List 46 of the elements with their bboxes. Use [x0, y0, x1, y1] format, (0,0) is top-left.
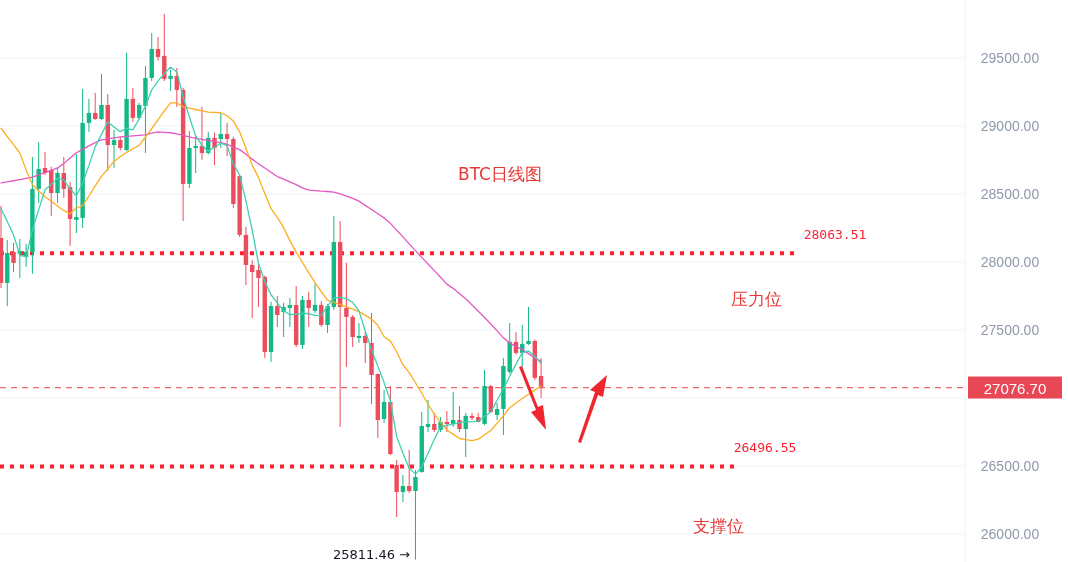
line-series	[0, 102, 542, 442]
y-tick-label: 28000.00	[980, 253, 1040, 270]
candlestick	[86, 98, 92, 133]
candlestick	[494, 402, 500, 421]
candlestick	[526, 306, 531, 346]
candlestick	[325, 303, 330, 334]
candlestick	[287, 297, 293, 328]
candlestick	[36, 141, 41, 204]
candlestick	[99, 73, 104, 121]
candlestick	[130, 87, 136, 123]
candlestick	[400, 474, 406, 503]
line-series	[0, 131, 542, 362]
annotation: 25811.46 →	[332, 547, 411, 562]
candlestick	[218, 112, 223, 149]
y-tick-label: 27500.00	[980, 321, 1040, 338]
candlestick	[425, 399, 431, 433]
candlestick	[55, 167, 60, 204]
candlestick	[306, 291, 311, 328]
text: 支撑位	[692, 516, 744, 536]
candlestick	[344, 262, 349, 368]
y-tick-label: 26500.00	[980, 457, 1040, 474]
annotation: BTC日线图	[458, 164, 542, 184]
candlestick	[224, 122, 230, 157]
candlestick	[256, 262, 261, 308]
y-tick-label: 26000.00	[980, 525, 1040, 542]
candlestick	[413, 469, 418, 561]
candlestick	[250, 259, 255, 319]
ref-line-label: 28063.51	[803, 227, 867, 243]
candlestick	[407, 449, 412, 494]
y-tick-label: 29500.00	[980, 49, 1040, 66]
candlestick	[381, 389, 387, 424]
candlestick	[312, 283, 318, 314]
text: 压力位	[730, 289, 782, 309]
y-tick-label: 29000.00	[980, 117, 1040, 134]
candlestick	[432, 412, 437, 433]
candlestick	[111, 129, 117, 169]
candlestick	[11, 242, 16, 273]
candlestick	[155, 36, 161, 62]
candlestick	[350, 314, 355, 348]
candlestick	[193, 135, 198, 174]
candlestick	[275, 295, 280, 328]
candlestick	[457, 405, 462, 433]
y-tick-label: 28500.00	[980, 185, 1040, 202]
candlestick	[168, 69, 173, 92]
ref-line-label: 26496.55	[733, 440, 797, 456]
ref-line-label: 27076.70	[983, 379, 1047, 397]
